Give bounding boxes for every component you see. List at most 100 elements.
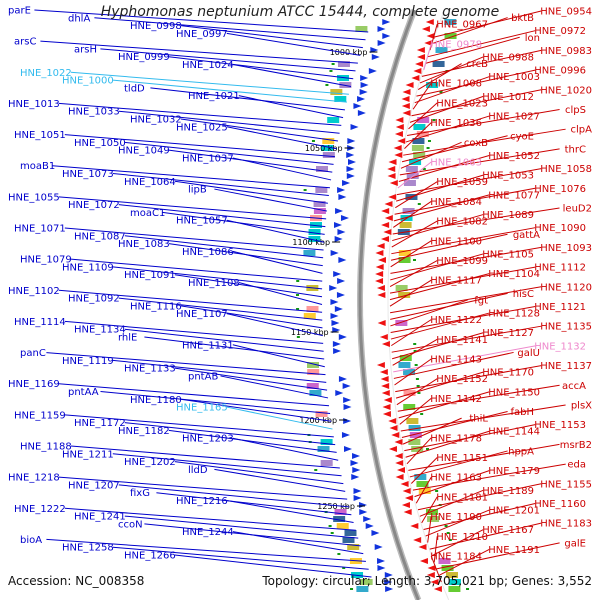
label-leader-line <box>112 453 342 477</box>
reverse-gene-arrow <box>391 432 400 438</box>
label-leader-line <box>174 367 328 391</box>
gene-label: HNE_1099 <box>436 256 488 267</box>
gene-label: lon <box>525 33 540 44</box>
gene-label: dhlA <box>68 13 90 24</box>
gene-label: galU <box>517 348 540 359</box>
gene-label: HNE_1218 <box>8 473 60 484</box>
reverse-gene-arrow <box>384 215 393 221</box>
gene-label: HNE_1058 <box>540 164 592 175</box>
gene-label: HNE_1201 <box>488 506 540 517</box>
gene-label: clpA <box>571 125 593 136</box>
gene-label: HNE_0996 <box>534 66 586 77</box>
annotation-block <box>334 96 347 102</box>
gene-label: HNE_1116 <box>130 301 182 312</box>
annotation-block <box>320 460 333 466</box>
forward-gene-arrow <box>353 488 362 494</box>
reverse-gene-arrow <box>389 425 398 431</box>
gc-marker <box>417 203 421 205</box>
label-leader-line <box>391 325 542 353</box>
reverse-gene-arrow <box>383 397 392 403</box>
gene-label: HNE_1141 <box>436 335 488 346</box>
gene-label: HNE_1059 <box>436 177 488 188</box>
reverse-gene-arrow <box>388 418 397 424</box>
gc-marker <box>413 350 417 352</box>
label-leader-line <box>412 82 432 110</box>
label-leader-line <box>389 279 432 307</box>
label-leader-line <box>403 128 566 156</box>
forward-gene-arrow <box>333 222 342 228</box>
annotation-block <box>308 229 321 235</box>
forward-gene-arrow <box>359 509 368 515</box>
label-leader-line <box>417 63 462 90</box>
annotation-block <box>322 152 335 158</box>
gene-label: lipB <box>188 185 207 196</box>
annotation-block <box>309 222 322 228</box>
gene-label: moaB1 <box>20 161 55 172</box>
label-leader-line <box>232 250 323 274</box>
label-leader-line <box>395 174 484 202</box>
gene-label: HNE_1022 <box>20 68 72 79</box>
gene-label: HNE_1105 <box>482 249 534 260</box>
gene-label: HNE_0999 <box>118 52 170 63</box>
label-leader-line <box>112 359 327 383</box>
forward-gene-arrow <box>360 75 369 81</box>
inner-ring <box>387 9 450 600</box>
reverse-gene-arrow <box>377 257 386 263</box>
label-leader-line <box>396 378 438 406</box>
reverse-gene-arrow <box>383 229 392 235</box>
label-leader-line <box>238 95 344 119</box>
annotation-block <box>408 439 421 445</box>
reverse-gene-arrow <box>394 453 403 459</box>
gene-label: HNE_1049 <box>118 146 170 157</box>
forward-gene-arrow <box>346 166 355 172</box>
forward-gene-arrow <box>329 285 338 291</box>
annotation-block <box>446 572 459 578</box>
label-leader-line <box>390 246 542 274</box>
gc-marker <box>311 140 315 142</box>
gene-label: HNE_1000 <box>62 76 114 87</box>
gene-label: HNE_1178 <box>430 433 482 444</box>
annotation-block <box>414 474 427 480</box>
gene-label: HNE_1144 <box>488 427 540 438</box>
label-leader-line <box>402 417 462 445</box>
label-leader-line <box>232 344 325 368</box>
forward-gene-arrow <box>350 460 359 466</box>
reverse-gene-arrow <box>382 411 391 417</box>
gene-label: HNE_1163 <box>430 473 482 484</box>
forward-gene-arrow <box>341 432 350 438</box>
label-leader-line <box>156 492 352 516</box>
reverse-gene-arrow <box>380 376 389 382</box>
gene-label: HNE_1013 <box>8 99 60 110</box>
gc-marker <box>425 448 429 450</box>
gene-label: HNE_1202 <box>124 457 176 468</box>
gene-label: plsX <box>571 400 592 411</box>
forward-gene-arrow <box>347 138 356 144</box>
gene-label: HNE_1104 <box>488 269 540 280</box>
reverse-gene-arrow <box>426 33 435 39</box>
label-leader-line <box>64 320 324 344</box>
forward-gene-arrow <box>357 96 366 102</box>
label-leader-line <box>429 522 542 550</box>
label-leader-line <box>392 214 484 242</box>
gc-marker <box>296 294 300 296</box>
label-leader-line <box>425 509 490 537</box>
label-leader-line <box>124 515 359 539</box>
forward-gene-arrow <box>360 82 369 88</box>
forward-gene-arrow <box>332 341 341 347</box>
label-leader-line <box>46 352 326 376</box>
gene-label: HNE_1122 <box>430 315 482 326</box>
label-leader-line <box>214 188 328 212</box>
forward-gene-arrow <box>377 40 386 46</box>
label-leader-line <box>425 36 520 64</box>
gene-label: HNE_1150 <box>488 387 540 398</box>
annotation-block <box>321 145 334 151</box>
gene-label: HNE_1170 <box>482 368 534 379</box>
reverse-gene-arrow <box>379 334 388 340</box>
gene-label: HNE_1008 <box>430 79 482 90</box>
gene-label: HNE_1083 <box>118 239 170 250</box>
annotation-block <box>403 369 416 375</box>
gene-label: HNE_1153 <box>534 420 586 431</box>
label-leader-line <box>52 165 330 189</box>
gene-label: HNE_1120 <box>540 282 592 293</box>
forward-gene-arrow <box>363 516 372 522</box>
